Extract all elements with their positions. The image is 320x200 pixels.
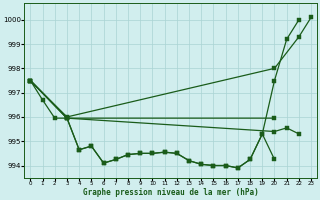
X-axis label: Graphe pression niveau de la mer (hPa): Graphe pression niveau de la mer (hPa) <box>83 188 259 197</box>
